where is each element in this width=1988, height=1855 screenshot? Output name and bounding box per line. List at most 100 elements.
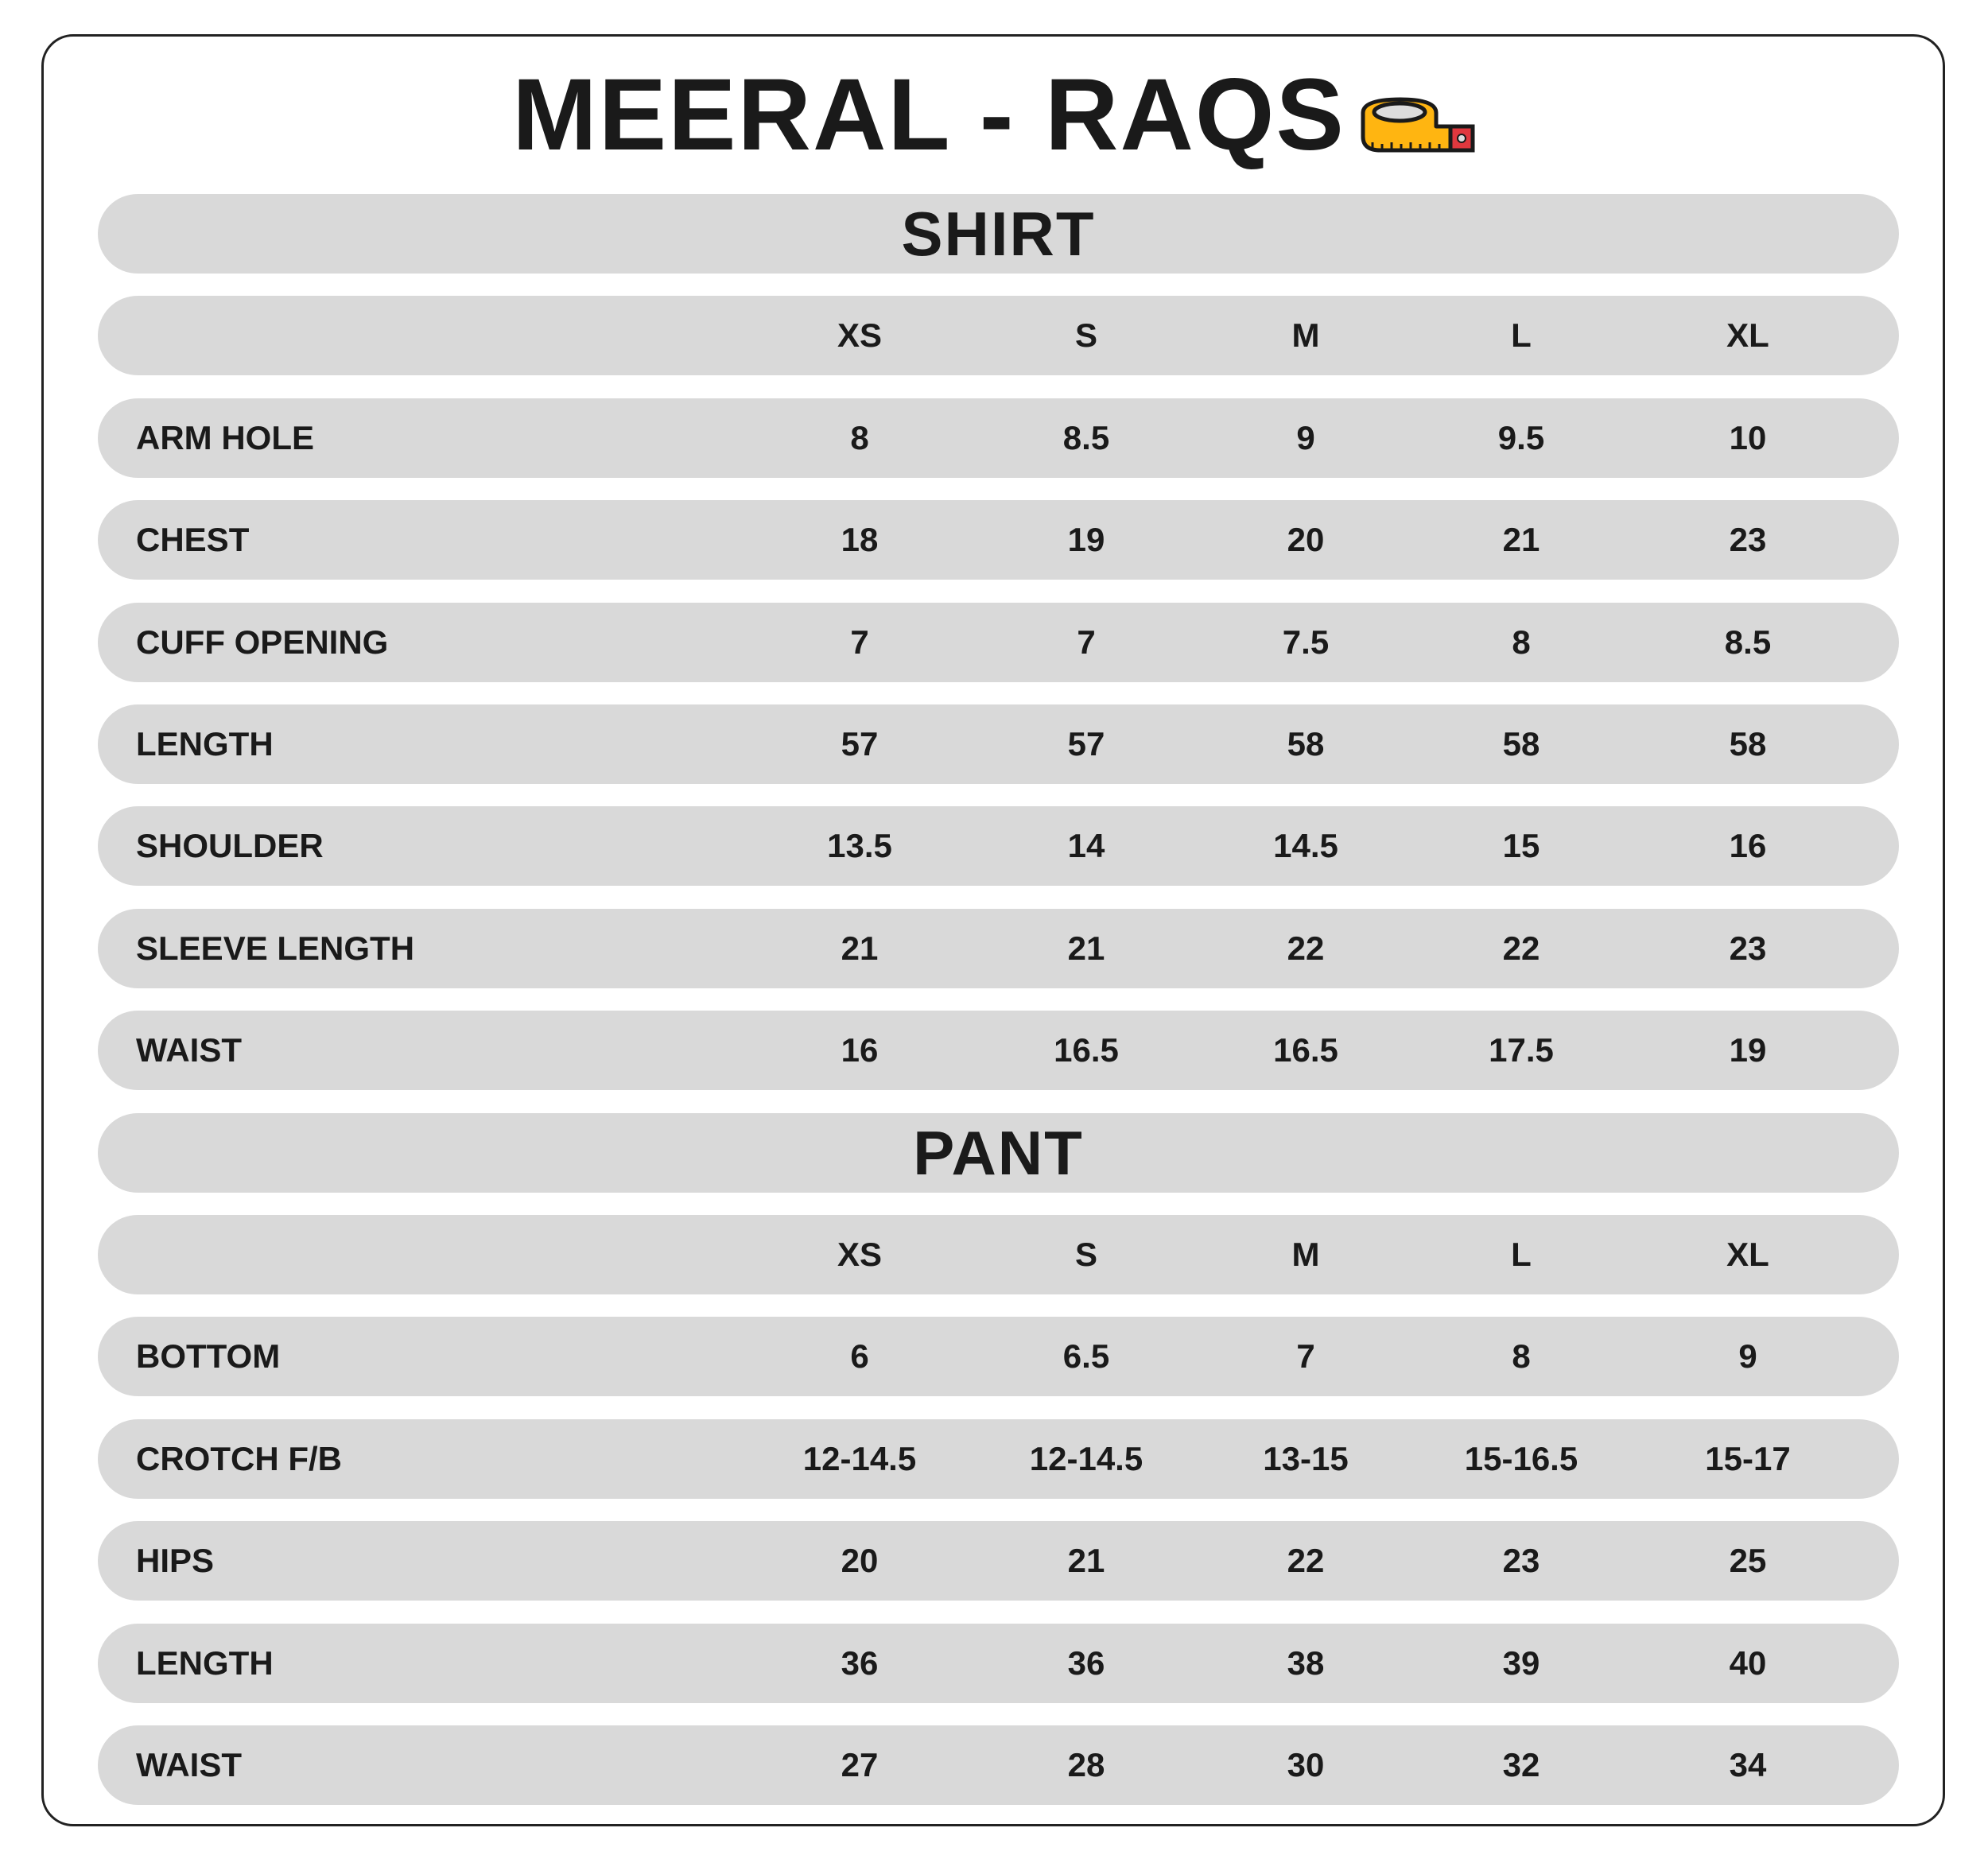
measurement-label: SHOULDER — [136, 827, 324, 865]
measurement-value: 22 — [1502, 929, 1540, 967]
measurement-value: 21 — [1502, 521, 1540, 559]
measurement-value: 12-14.5 — [802, 1439, 917, 1477]
table-row: LENGTH 57 57 58 58 58 — [98, 704, 1899, 784]
measurement-value: 58 — [1287, 725, 1325, 763]
measurement-value: 57 — [841, 725, 879, 763]
measurement-value: 19 — [1729, 1031, 1767, 1069]
measurement-value: 58 — [1502, 725, 1540, 763]
measurement-value: 17.5 — [1489, 1031, 1554, 1069]
measurement-value: 21 — [1067, 929, 1105, 967]
measurement-value: 13-15 — [1263, 1439, 1349, 1477]
measurement-label: SLEEVE LENGTH — [136, 929, 415, 967]
size-header-m: M — [1291, 316, 1320, 355]
measurement-value: 6.5 — [1062, 1337, 1110, 1376]
measurement-value: 39 — [1502, 1643, 1540, 1682]
size-header-s: S — [1074, 1236, 1097, 1273]
size-header-l: L — [1511, 1236, 1532, 1273]
section-header-shirt: SHIRT — [98, 194, 1899, 274]
size-header-xl: XL — [1726, 316, 1769, 355]
measurement-value: 28 — [1067, 1746, 1105, 1783]
table-row: ARM HOLE 8 8.5 9 9.5 10 — [98, 398, 1899, 478]
table-row: SLEEVE LENGTH 21 21 22 22 23 — [98, 908, 1899, 988]
measurement-value: 21 — [1067, 1542, 1105, 1580]
measurement-value: 20 — [841, 1542, 879, 1580]
measurement-value: 8 — [850, 418, 869, 456]
measurement-label: WAIST — [136, 1031, 242, 1069]
measurement-value: 20 — [1287, 521, 1325, 559]
table-row: CHEST 18 19 20 21 23 — [98, 500, 1899, 580]
measurement-value: 9.5 — [1497, 418, 1545, 456]
measurement-value: 15 — [1502, 827, 1540, 865]
measurement-label: BOTTOM — [136, 1337, 281, 1376]
size-header-l: L — [1511, 316, 1532, 355]
measurement-label: CROTCH F/B — [136, 1439, 342, 1477]
measurement-value: 57 — [1067, 725, 1105, 763]
section-header-pant: PANT — [98, 1112, 1899, 1193]
measurement-value: 34 — [1729, 1746, 1767, 1783]
measurement-value: 25 — [1729, 1542, 1767, 1580]
measurement-value: 58 — [1729, 725, 1767, 763]
measurement-value: 19 — [1067, 521, 1105, 559]
measurement-label: HIPS — [136, 1542, 215, 1580]
measurement-value: 27 — [841, 1746, 879, 1783]
size-header-row: XS S M L XL — [98, 296, 1899, 376]
table-row: HIPS 20 21 22 23 25 — [98, 1521, 1899, 1601]
measurement-value: 8 — [1512, 1337, 1531, 1376]
table-row: CUFF OPENING 7 7 7.5 8 8.5 — [98, 602, 1899, 682]
measurement-value: 16 — [841, 1031, 879, 1069]
measurement-value: 6 — [850, 1337, 869, 1376]
table-row: WAIST 27 28 30 32 34 — [98, 1725, 1899, 1805]
measurement-value: 15-17 — [1705, 1439, 1791, 1477]
table-row: WAIST 16 16.5 16.5 17.5 19 — [98, 1011, 1899, 1091]
measurement-value: 7 — [1296, 1337, 1315, 1376]
size-header-xl: XL — [1726, 1236, 1769, 1273]
measurement-value: 14.5 — [1273, 827, 1338, 865]
measurement-label: WAIST — [136, 1746, 242, 1783]
measurement-label: LENGTH — [136, 725, 274, 763]
measurement-value: 7 — [850, 623, 869, 661]
measurement-value: 21 — [841, 929, 879, 967]
measurement-value: 40 — [1729, 1643, 1767, 1682]
table-row: LENGTH 36 36 38 39 40 — [98, 1623, 1899, 1703]
measurement-value: 16 — [1729, 827, 1767, 865]
measurement-value: 18 — [841, 521, 879, 559]
table-row: BOTTOM 6 6.5 7 8 9 — [98, 1317, 1899, 1397]
measurement-value: 9 — [1738, 1337, 1757, 1376]
measurement-value: 23 — [1502, 1542, 1540, 1580]
table-row: SHOULDER 13.5 14 14.5 15 16 — [98, 806, 1899, 887]
measurement-value: 8.5 — [1062, 418, 1110, 456]
measuring-tape-icon — [1357, 63, 1476, 182]
measurement-value: 36 — [1067, 1643, 1105, 1682]
measurement-label: CUFF OPENING — [136, 623, 389, 661]
measurement-label: ARM HOLE — [136, 418, 314, 456]
measurement-value: 7 — [1077, 623, 1096, 661]
measurement-value: 36 — [841, 1643, 879, 1682]
measurement-value: 23 — [1729, 521, 1767, 559]
measurement-value: 13.5 — [827, 827, 892, 865]
size-header-row: XS S M L XL — [98, 1215, 1899, 1294]
measurement-value: 38 — [1287, 1643, 1325, 1682]
measurement-value: 8 — [1512, 623, 1531, 661]
measurement-label: CHEST — [136, 521, 250, 559]
measurement-value: 12-14.5 — [1029, 1439, 1143, 1477]
size-header-m: M — [1291, 1236, 1320, 1273]
measurement-value: 15-16.5 — [1464, 1439, 1578, 1477]
measurement-value: 7.5 — [1282, 623, 1330, 661]
measurement-value: 16.5 — [1054, 1031, 1119, 1069]
measurement-value: 22 — [1287, 929, 1325, 967]
measurement-value: 30 — [1287, 1746, 1325, 1783]
measurement-value: 23 — [1729, 929, 1767, 967]
size-header-xs: XS — [837, 1236, 883, 1273]
measurement-value: 32 — [1502, 1746, 1540, 1783]
size-header-s: S — [1074, 316, 1097, 355]
measurement-value: 10 — [1729, 418, 1767, 456]
title-text: MEERAL - RAQS — [512, 58, 1345, 172]
size-header-xs: XS — [837, 316, 883, 355]
measurement-value: 9 — [1296, 418, 1315, 456]
chart-title: MEERAL - RAQS — [0, 56, 1988, 182]
measurement-value: 8.5 — [1724, 623, 1772, 661]
measurement-value: 14 — [1067, 827, 1105, 865]
measurement-label: LENGTH — [136, 1643, 274, 1682]
measurement-value: 22 — [1287, 1542, 1325, 1580]
table-row: CROTCH F/B 12-14.5 12-14.5 13-15 15-16.5 15-1… — [98, 1418, 1899, 1499]
